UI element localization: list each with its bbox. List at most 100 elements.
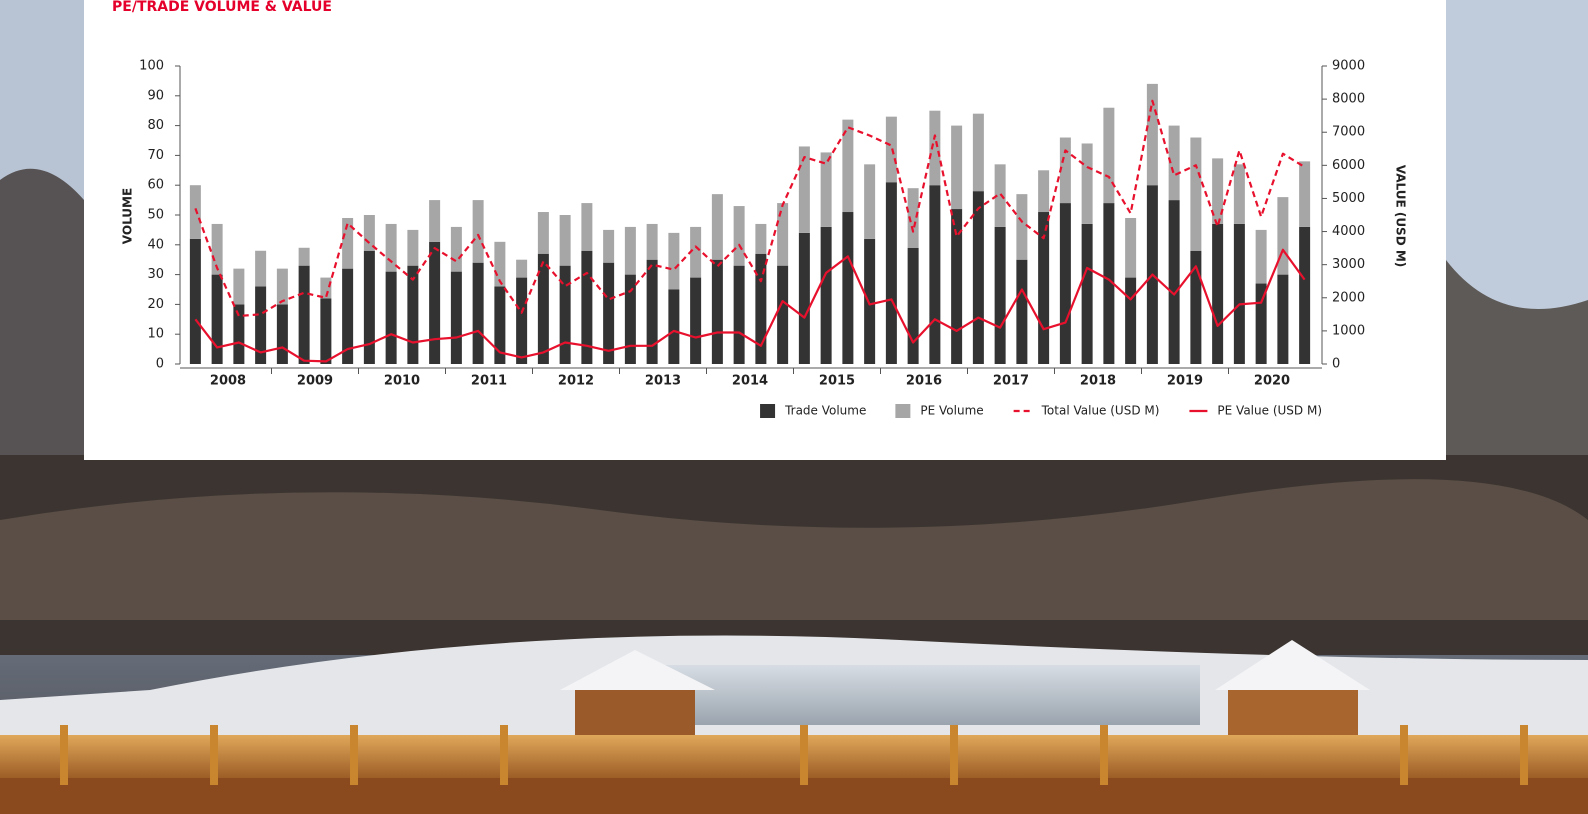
bar-segment <box>842 119 854 213</box>
x-tick-label: 2016 <box>906 374 942 389</box>
bar-segment <box>1255 283 1267 364</box>
y2-tick-label: 4000 <box>1332 224 1365 239</box>
bar-segment <box>559 265 571 364</box>
bar-segment <box>864 164 876 239</box>
y2-tick-label: 2000 <box>1332 290 1365 305</box>
bar-segment <box>1168 125 1180 201</box>
x-tick-label: 2010 <box>384 374 420 389</box>
bar-segment <box>1190 137 1202 251</box>
bar-segment <box>1277 197 1289 275</box>
bar-segment <box>559 215 571 266</box>
y-tick-label: 90 <box>147 88 164 103</box>
bar-segment <box>885 182 897 364</box>
bar-segment <box>603 262 615 364</box>
x-tick-label: 2020 <box>1254 374 1290 389</box>
y-axis-title: VOLUME <box>121 188 135 244</box>
bar-segment <box>603 229 615 263</box>
bar-segment <box>646 223 658 260</box>
x-tick-label: 2018 <box>1080 374 1116 389</box>
bar-segment <box>1103 203 1115 364</box>
bar-segment <box>1103 107 1115 204</box>
bar-segment <box>1190 250 1202 364</box>
y-tick-label: 100 <box>139 59 164 74</box>
bar-segment <box>1059 137 1071 204</box>
gazebo-roof-right <box>1215 640 1370 690</box>
bar-segment <box>1233 223 1245 364</box>
bar-segment <box>472 262 484 364</box>
y-tick-label: 80 <box>147 118 164 133</box>
y-tick-label: 40 <box>147 237 164 252</box>
bar-segment <box>429 200 441 242</box>
bar-segment <box>994 226 1006 364</box>
x-tick-label: 2012 <box>558 374 594 389</box>
bar-segment <box>1038 212 1050 364</box>
legend-label: PE Value (USD M) <box>1217 404 1322 418</box>
y2-tick-label: 5000 <box>1332 191 1365 206</box>
line-series <box>194 248 1306 363</box>
bar-segment <box>690 277 702 364</box>
bar-segment <box>450 271 462 364</box>
bar-segment <box>711 194 723 260</box>
bar-segment <box>1299 161 1311 227</box>
chart-title: PE/TRADE VOLUME & VALUE <box>112 0 332 15</box>
bar-segment <box>1125 277 1137 364</box>
bar-segment <box>189 185 201 239</box>
y2-tick-label: 0 <box>1332 357 1340 372</box>
bar-segment <box>1016 259 1028 364</box>
bar-segment <box>994 164 1006 227</box>
bar-segment <box>407 229 419 266</box>
y-tick-label: 60 <box>147 178 164 193</box>
bar-segment <box>494 241 506 287</box>
bar-segment <box>363 250 375 364</box>
bar-segment <box>951 125 963 210</box>
bar-segment <box>1016 194 1028 260</box>
y-tick-label: 0 <box>156 357 164 372</box>
bar-segment <box>537 253 549 364</box>
legend-swatch <box>760 404 776 418</box>
gazebo-roof-left <box>560 650 715 690</box>
bar-segment <box>864 238 876 364</box>
bar-segment <box>1081 223 1093 364</box>
bar-segment <box>320 277 332 299</box>
bar-segment <box>777 203 789 266</box>
bar-segment <box>646 259 658 364</box>
bar-segment <box>342 217 354 269</box>
bar-segment <box>972 191 984 364</box>
x-tick-label: 2019 <box>1167 374 1203 389</box>
bar-segment <box>537 212 549 254</box>
bar-segment <box>929 185 941 364</box>
x-tick-label: 2014 <box>732 374 768 389</box>
bar-segment <box>1299 226 1311 364</box>
bar-segment <box>320 298 332 364</box>
legend-label: Total Value (USD M) <box>1041 404 1160 418</box>
bar-segment <box>951 209 963 364</box>
bar-segment <box>255 250 267 287</box>
y-tick-label: 20 <box>147 297 164 312</box>
bar-segment <box>1212 158 1224 224</box>
trees-left <box>0 168 84 520</box>
x-tick-label: 2009 <box>297 374 333 389</box>
x-tick-label: 2011 <box>471 374 507 389</box>
bar-segment <box>733 265 745 364</box>
walkway <box>0 778 1588 814</box>
bar-segment <box>581 250 593 364</box>
x-tick-label: 2015 <box>819 374 855 389</box>
bar-segment <box>755 253 767 364</box>
bar-segment <box>690 226 702 278</box>
y2-tick-label: 8000 <box>1332 92 1365 107</box>
bar-segment <box>798 146 810 233</box>
bar-segment <box>363 215 375 251</box>
bar-segment <box>929 110 941 186</box>
bar-segment <box>1125 217 1137 278</box>
y-tick-label: 50 <box>147 208 164 223</box>
y2-tick-label: 1000 <box>1332 323 1365 338</box>
y2-axis-title: VALUE (USD M) <box>1394 165 1408 268</box>
bar-segment <box>276 304 288 364</box>
bar-segment <box>733 206 745 266</box>
bar-segment <box>450 226 462 272</box>
x-tick-label: 2017 <box>993 374 1029 389</box>
bar-segment <box>581 203 593 251</box>
forest-mid <box>0 479 1588 620</box>
bar-segment <box>1146 83 1158 186</box>
